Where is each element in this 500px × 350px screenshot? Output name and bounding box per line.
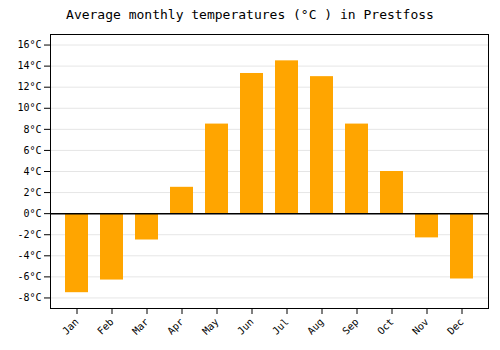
svg-text:4°C: 4°C <box>23 166 41 177</box>
svg-text:Oct: Oct <box>375 316 396 337</box>
svg-text:Sep: Sep <box>340 316 361 337</box>
svg-text:10°C: 10°C <box>17 102 41 113</box>
svg-text:6°C: 6°C <box>23 145 41 156</box>
svg-text:12°C: 12°C <box>17 81 41 92</box>
svg-text:Mar: Mar <box>130 316 151 337</box>
svg-text:16°C: 16°C <box>17 39 41 50</box>
svg-text:Aug: Aug <box>305 316 326 337</box>
svg-text:Feb: Feb <box>95 316 116 337</box>
svg-text:-6°C: -6°C <box>17 271 41 282</box>
html-text:Average monthly temperatures (: Average monthly temperatures (°C ) in Pr… <box>66 7 434 22</box>
svg-text:Dec: Dec <box>445 316 466 337</box>
svg-text:Jan: Jan <box>60 316 81 337</box>
svg-text:Jun: Jun <box>235 316 256 337</box>
svg-text:-4°C: -4°C <box>17 250 41 261</box>
svg-text:8°C: 8°C <box>23 124 41 135</box>
svg-text:2°C: 2°C <box>23 187 41 198</box>
svg-text:14°C: 14°C <box>17 60 41 71</box>
svg-text:May: May <box>200 316 221 337</box>
svg-text:Nov: Nov <box>410 316 431 337</box>
svg-text:-2°C: -2°C <box>17 229 41 240</box>
svg-text:Jul: Jul <box>270 316 291 337</box>
svg-text:0°C: 0°C <box>23 208 41 219</box>
svg-text:-8°C: -8°C <box>17 292 41 303</box>
svg-text:Apr: Apr <box>165 316 186 337</box>
